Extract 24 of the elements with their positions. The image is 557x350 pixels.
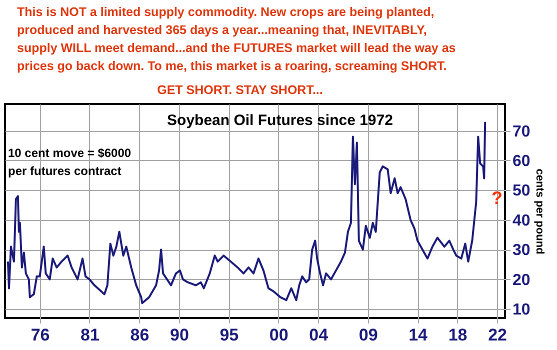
x-tick-label: 00 (269, 326, 288, 344)
text: GET SHORT. STAY SHORT... (157, 83, 323, 97)
x-tick-label: 81 (80, 326, 100, 344)
annotation: 10 cent move = $6000 per futures contract (8, 146, 132, 178)
y-tick-label: 50 (512, 182, 530, 200)
x-tick-label: 04 (309, 326, 329, 344)
y-tick-label: 70 (512, 123, 530, 140)
annotation: ? (492, 188, 502, 208)
text: Soybean Oil Futures since 1972 (167, 112, 393, 129)
y2-axis-title: cents per pound (533, 168, 546, 254)
x-tick-label: 76 (30, 326, 50, 344)
x-tick-label: 22 (488, 326, 508, 344)
x-tick-label: 95 (220, 326, 239, 344)
x-tick-label: 86 (130, 326, 150, 344)
y-tick-label: 10 (512, 302, 530, 319)
x-tick-label: 09 (358, 326, 378, 344)
x-tick-label: 90 (170, 326, 189, 344)
x-tick-label: 14 (408, 326, 428, 344)
x-tick-label: 18 (448, 326, 468, 344)
text: This is NOT a limited supply commodity. New crops are being planted, produced and harvested 365 days a year...meaning that, INEVITABLY, supply WILL meet demand...and the FUTURES market will lead the way as prices go back down. To me, this market is a roaring, screaming SHORT. (17, 5, 456, 73)
y-tick-label: 40 (512, 212, 530, 230)
y-tick-label: 30 (512, 242, 530, 260)
y-tick-label: 20 (512, 272, 530, 289)
y-tick-label: 60 (512, 152, 530, 170)
